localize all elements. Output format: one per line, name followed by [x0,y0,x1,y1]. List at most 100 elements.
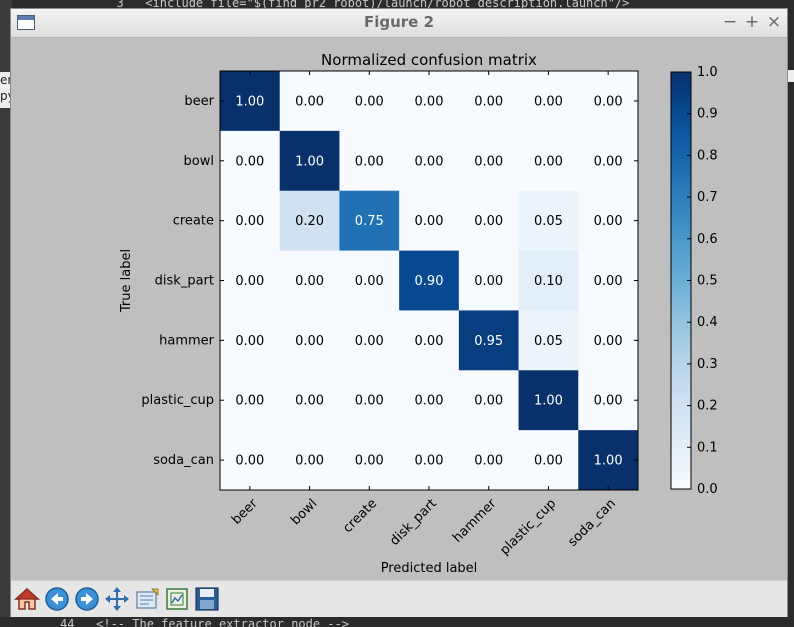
matrix-cell [399,310,460,371]
cell-value-label: 0.00 [534,454,563,469]
background-left-strip: en py [0,0,12,627]
matrix-cell [458,370,520,431]
close-button[interactable]: × [766,12,782,32]
matrix-cell [339,250,400,311]
matrix-cell [220,130,281,192]
matrix-cell [458,190,520,252]
x-tick-label: hammer [450,496,500,546]
cell-value-label: 1.00 [235,94,264,109]
move-icon [105,587,129,611]
x-tick-label: beer [229,496,261,528]
matrix-cell [399,71,460,132]
edit-axes-button[interactable] [163,585,191,613]
cell-value-label: 0.05 [534,334,563,349]
cell-value-label: 0.00 [415,334,444,349]
title-bar[interactable]: Figure 2 − + × [11,9,787,38]
cell-value-label: 0.00 [474,454,503,469]
matrix-cell [339,130,400,192]
colorbar-tick-label: 0.6 [697,232,718,247]
x-axis-label: Predicted label [381,561,478,576]
pan-button[interactable] [103,585,131,613]
cell-value-label: 0.05 [534,214,563,229]
cell-value-label: 0.00 [355,274,384,289]
matrix-cell [458,310,520,371]
y-tick-label: beer [184,94,214,109]
cell-value-label: 0.00 [295,454,324,469]
configure-subplots-button[interactable] [133,585,161,613]
colorbar-tick-label: 0.1 [697,440,718,455]
cell-value-label: 0.00 [474,94,503,109]
background-editor-bottom [0,617,794,627]
matrix-cell [518,71,579,132]
matrix-cell [279,190,340,252]
cell-value-label: 0.00 [235,154,264,169]
navigation-toolbar [11,580,787,617]
colorbar-tick-label: 0.7 [697,190,718,205]
colorbar-tick-label: 0.8 [697,148,718,163]
matrix-cell [399,250,460,311]
matrix-cell [399,190,460,252]
y-tick-label: bowl [184,154,214,169]
colorbar-tick-label: 0.3 [697,357,718,372]
matrix-cell [518,310,579,371]
subplots-icon [136,588,159,609]
cell-value-label: 0.00 [474,394,503,409]
y-tick-label: soda_can [153,453,214,468]
matrix-cell [399,130,460,192]
editor-code-line: 3 <include file="$(find pr2_robot)/launc… [102,0,630,10]
matrix-cell [339,71,400,132]
x-tick-label: create [340,496,380,536]
cell-value-label: 0.00 [594,274,623,289]
matrix-cell [458,130,520,192]
matrix-cell [279,71,340,132]
matrix-cell [578,370,639,431]
cell-value-label: 0.00 [534,94,563,109]
cell-value-label: 0.00 [355,94,384,109]
x-tick-label: disk_part [387,496,440,549]
home-button[interactable] [13,585,41,613]
matrix-cell [399,370,460,431]
x-tick-label: bowl [288,496,320,528]
forward-button[interactable] [73,585,101,613]
cell-value-label: 0.00 [355,394,384,409]
cell-value-label: 0.00 [235,274,264,289]
save-icon [195,587,219,611]
colorbar-tick-label: 0.9 [697,107,718,122]
arrow-right-icon [75,587,99,611]
matrix-cell [518,130,579,192]
matrix-cell [518,430,579,491]
colorbar-tick-label: 0.0 [697,482,718,497]
matrix-cell [518,370,579,431]
cell-value-label: 0.00 [295,394,324,409]
matrix-cell [279,130,340,192]
cell-value-label: 0.00 [415,94,444,109]
matrix-cell [279,250,340,311]
cell-value-label: 0.75 [355,214,384,229]
matrix-cell [279,310,340,371]
matrix-cell [578,250,639,311]
matrix-cell [578,130,639,192]
cell-value-label: 0.00 [415,214,444,229]
cell-value-label: 0.00 [295,94,324,109]
matrix-cell [279,370,340,431]
background-editor-top: 3 <include file="$(find pr2_robot)/launc… [40,0,794,10]
figure-canvas[interactable]: 1.00 0.00 0.00 0.00 0.00 0.00 0.00 0.00 1.00 0.00… [11,38,787,580]
matrix-cell [518,190,579,252]
cell-value-label: 0.00 [594,214,623,229]
colorbar-tick-label: 1.0 [697,65,718,80]
save-button[interactable] [193,585,221,613]
cell-value-label: 0.20 [295,214,324,229]
x-tick-label: soda_can [565,496,619,550]
cell-value-label: 0.00 [474,154,503,169]
window-title: Figure 2 [363,13,435,31]
y-axis-label: True label [119,249,134,313]
editor-code-line-bottom: 44 <!-- The feature extractor node --> [60,618,349,627]
back-button[interactable] [43,585,71,613]
cell-value-label: 0.90 [415,274,444,289]
confusion-matrix-chart: 1.00 0.00 0.00 0.00 0.00 0.00 0.000.00 1.00 0.00… [119,51,718,576]
cell-value-label: 0.00 [355,334,384,349]
maximize-button[interactable]: + [744,12,760,32]
matrix-cell [220,430,281,491]
edit-axes-icon [166,588,188,610]
minimize-button[interactable]: − [722,12,738,32]
